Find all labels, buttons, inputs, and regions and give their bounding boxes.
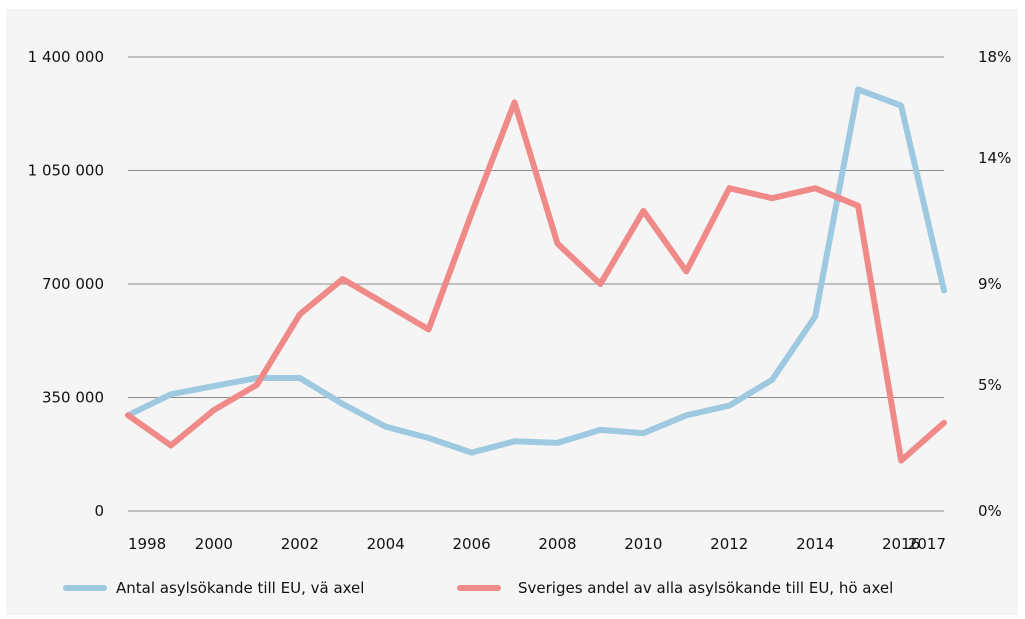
x-tick-label: 2014 xyxy=(796,535,834,553)
right-tick-label: 5% xyxy=(978,376,1002,394)
x-tick-label: 2004 xyxy=(367,535,405,553)
x-tick-label: 2016 xyxy=(882,535,920,553)
x-tick-label: 2010 xyxy=(624,535,662,553)
right-tick-label: 18% xyxy=(978,48,1011,66)
left-tick-label: 350 000 xyxy=(42,389,104,407)
gridlines xyxy=(128,56,944,512)
series-lines xyxy=(125,86,947,464)
left-axis-ticks: 0 350 000 700 000 1 050 000 1 400 000 xyxy=(28,48,104,520)
legend-label-sveriges: Sveriges andel av alla asylsökande till … xyxy=(518,579,893,597)
right-tick-label: 9% xyxy=(978,275,1002,293)
x-tick-label: 1998 xyxy=(128,535,166,553)
left-tick-label: 700 000 xyxy=(42,275,104,293)
right-tick-label: 14% xyxy=(978,149,1011,167)
x-tick-label: 2000 xyxy=(195,535,233,553)
left-tick-label: 1 400 000 xyxy=(28,48,104,66)
x-tick-label: 2012 xyxy=(710,535,748,553)
x-tick-label: 2006 xyxy=(452,535,490,553)
x-tick-label: 2002 xyxy=(281,535,319,553)
right-axis-ticks: 0% 5% 9% 14% 18% xyxy=(978,48,1011,520)
left-tick-label: 1 050 000 xyxy=(28,162,104,180)
legend-label-antal: Antal asylsökande till EU, vä axel xyxy=(116,579,364,597)
x-tick-label: 2008 xyxy=(538,535,576,553)
x-tick-label: 2017 xyxy=(908,535,946,553)
series-line-antal xyxy=(125,86,947,456)
line-chart: 0 350 000 700 000 1 050 000 1 400 000 0% 5% 9%… xyxy=(28,48,1012,597)
right-tick-label: 0% xyxy=(978,502,1002,520)
series-line-sveriges xyxy=(125,99,947,464)
legend: Antal asylsökande till EU, vä axel Sveri… xyxy=(63,579,893,597)
x-axis-ticks: 1998 2000 2002 2004 2006 2008 2010 2012 2014 2016… xyxy=(128,535,946,553)
left-tick-label: 0 xyxy=(94,502,104,520)
chart-panel: 0 350 000 700 000 1 050 000 1 400 000 0% 5% 9%… xyxy=(6,9,1018,615)
